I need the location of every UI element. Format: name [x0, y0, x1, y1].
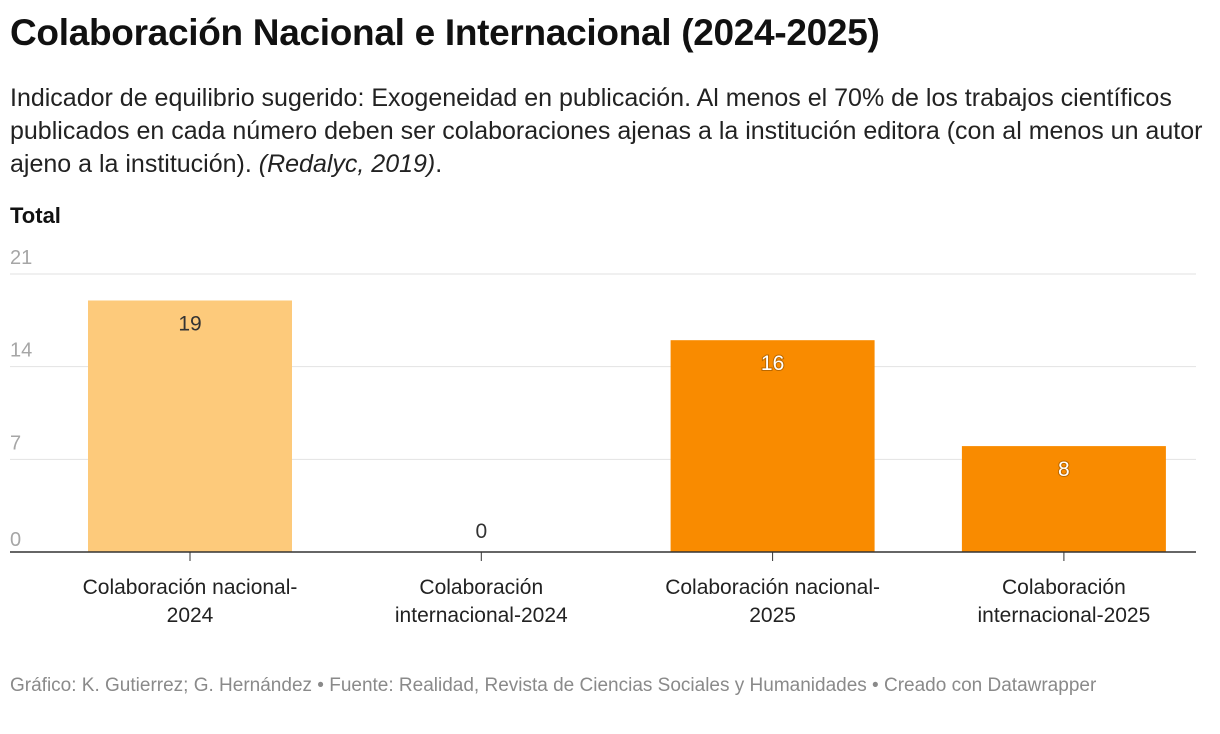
- bar: [88, 300, 292, 552]
- x-tick-label: internacional-2025: [978, 604, 1151, 627]
- x-tick-label: Colaboración nacional-: [665, 576, 880, 599]
- data-label: 19: [178, 312, 201, 335]
- subtitle-citation: (Redalyc, 2019): [258, 150, 436, 178]
- data-label: 8: [1058, 458, 1070, 481]
- y-tick-label: 21: [10, 247, 32, 269]
- x-tick-label: Colaboración: [1002, 576, 1126, 599]
- y-tick-label: 7: [10, 432, 21, 454]
- bar: [961, 446, 1166, 552]
- x-tick-label: Colaboración nacional-: [83, 576, 298, 599]
- chart-subtitle: Indicador de equilibrio sugerido: Exogen…: [10, 82, 1210, 181]
- chart-footer: Gráfico: K. Gutierrez; G. Hernández • Fu…: [10, 675, 1097, 696]
- y-axis-label: Total: [10, 203, 61, 228]
- data-label: 16: [761, 352, 784, 375]
- y-tick-label: 14: [10, 340, 32, 362]
- subtitle-end: .: [435, 150, 443, 178]
- data-label: 0: [475, 520, 487, 543]
- bar: [670, 340, 875, 552]
- x-tick-label: 2025: [749, 604, 796, 627]
- bar-chart: 0 7 14 21 19 Colaboración nacional- 2024 0 Colab…: [10, 247, 1196, 627]
- x-tick-label: 2024: [167, 604, 214, 627]
- x-tick-label: internacional-2024: [395, 604, 568, 627]
- x-tick-label: Colaboración: [419, 576, 543, 599]
- subtitle-text: Indicador de equilibrio sugerido: Exogen…: [10, 84, 1203, 178]
- y-tick-label: 0: [10, 529, 21, 551]
- chart-title: Colaboración Nacional e Internacional (2…: [10, 12, 880, 53]
